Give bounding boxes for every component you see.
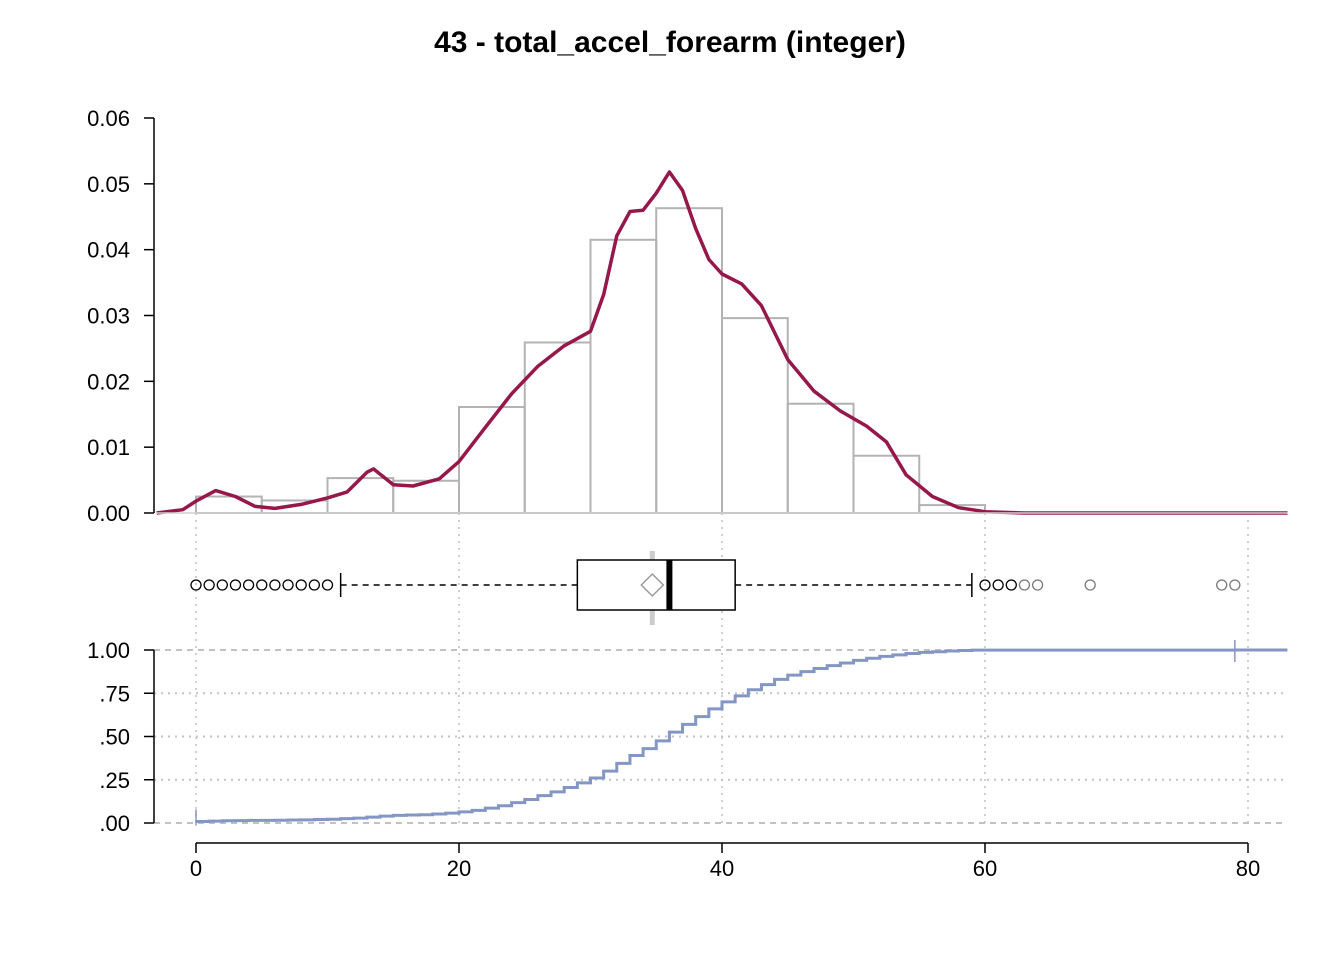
hist-y-tick-label-5: 0.05 — [87, 172, 130, 197]
outlier-high-0 — [979, 579, 991, 591]
ecdf-step-line — [196, 648, 1288, 823]
axes: 0.00 0.01 0.02 0.03 0.04 0.05 0.06 .00 .25 .50 .75… — [87, 106, 1288, 881]
x-tick-label-3: 60 — [973, 856, 997, 881]
chart-title: 43 - total_accel_forearm (integer) — [434, 26, 906, 59]
outlier-high-4 — [1031, 579, 1044, 591]
ecdf-y-tick-label-2: .50 — [99, 725, 130, 750]
hist-y-tick-label-4: 0.04 — [87, 238, 130, 263]
outlier-low-8 — [295, 579, 307, 591]
outlier-low-7 — [282, 579, 294, 591]
outlier-low-6 — [269, 579, 281, 591]
mean-diamond — [640, 572, 665, 598]
outlier-low-2 — [216, 579, 228, 591]
outlier-high-3 — [1018, 579, 1031, 591]
hist-y-tick-label-2: 0.02 — [87, 369, 130, 394]
x-tick-label-0: 0 — [190, 856, 202, 881]
outlier-low-1 — [203, 579, 215, 591]
outlier-high-7 — [1229, 579, 1241, 591]
outlier-high-5 — [1084, 579, 1096, 591]
outlier-low-4 — [242, 579, 255, 591]
ecdf-y-tick-label-0: .00 — [99, 811, 130, 836]
x-tick-label-4: 80 — [1236, 856, 1260, 881]
grid-layer — [154, 513, 1286, 824]
outlier-low-5 — [256, 579, 268, 591]
ecdf-y-tick-label-4: 1.00 — [87, 638, 130, 663]
boxplot — [190, 551, 1241, 625]
outlier-high-1 — [992, 579, 1004, 591]
ecdf-y-tick-label-3: .75 — [99, 681, 130, 706]
outlier-low-0 — [190, 579, 202, 591]
hist-y-tick-label-1: 0.01 — [87, 435, 130, 460]
outlier-high-6 — [1216, 579, 1228, 591]
outlier-low-9 — [308, 579, 321, 591]
hist-y-tick-label-6: 0.06 — [87, 106, 130, 131]
hist-y-tick-label-0: 0.00 — [87, 501, 130, 526]
hist-y-tick-label-3: 0.03 — [87, 304, 130, 329]
ecdf-y-tick-label-1: .25 — [99, 768, 130, 793]
x-tick-label-2: 40 — [710, 856, 734, 881]
outlier-low-3 — [229, 579, 242, 591]
outlier-low-10 — [321, 579, 334, 591]
density-curve — [156, 170, 1288, 515]
x-tick-label-1: 20 — [447, 856, 471, 881]
ecdf — [195, 640, 1288, 826]
outlier-high-2 — [1005, 579, 1017, 591]
